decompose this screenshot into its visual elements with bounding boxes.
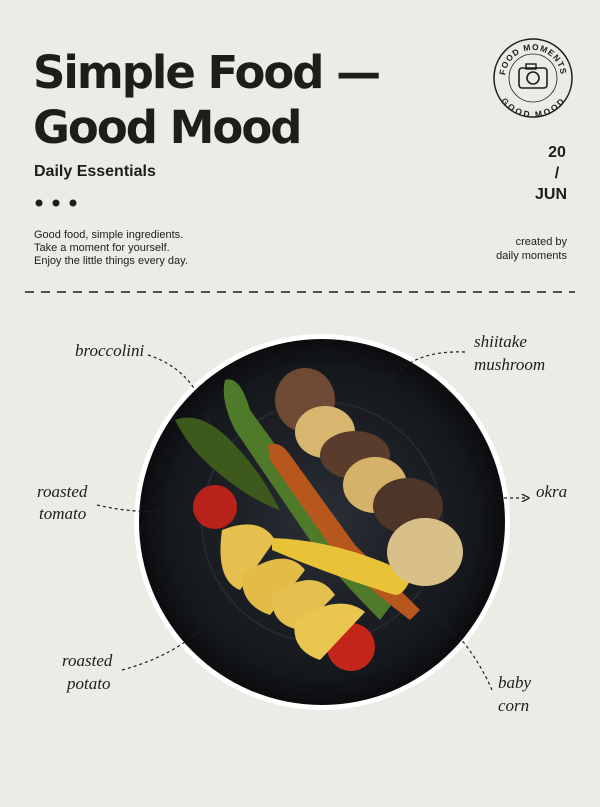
date-month: JUN [535,186,567,203]
label: roasted [62,651,113,670]
date-separator: / [555,165,560,182]
label: corn [498,696,529,715]
label: broccolini [75,341,145,360]
label-arrows [96,351,528,691]
dots [35,199,77,207]
body-line: Take a moment for yourself. [34,242,170,254]
body-line: Good food, simple ingredients. [34,229,183,241]
label: tomato [39,504,86,523]
stamp-bottom-text: GOOD MOOD [499,96,565,120]
title-line: Simple Food — [33,46,379,99]
label: potato [66,674,110,693]
label: shiitake [474,332,527,351]
stamp-top: FOOD MOMENTS [497,42,569,76]
body-line: Enjoy the little things every day. [34,255,188,267]
stamp: FOOD MOMENTS GOOD MOOD [493,38,573,120]
label: mushroom [474,355,545,374]
stamp-top-text: FOOD MOMENTS [497,42,568,76]
credit-line: created by [516,236,568,248]
plate [134,334,510,710]
date-day: 20 [548,144,566,161]
title-line: Good Mood [33,101,300,154]
stamp-bottom: GOOD MOOD [499,96,566,120]
label: okra [536,482,567,501]
label: roasted [37,482,88,501]
subtitle: Daily Essentials [34,163,156,180]
credit-line: daily moments [496,250,567,262]
label: baby [498,673,532,692]
